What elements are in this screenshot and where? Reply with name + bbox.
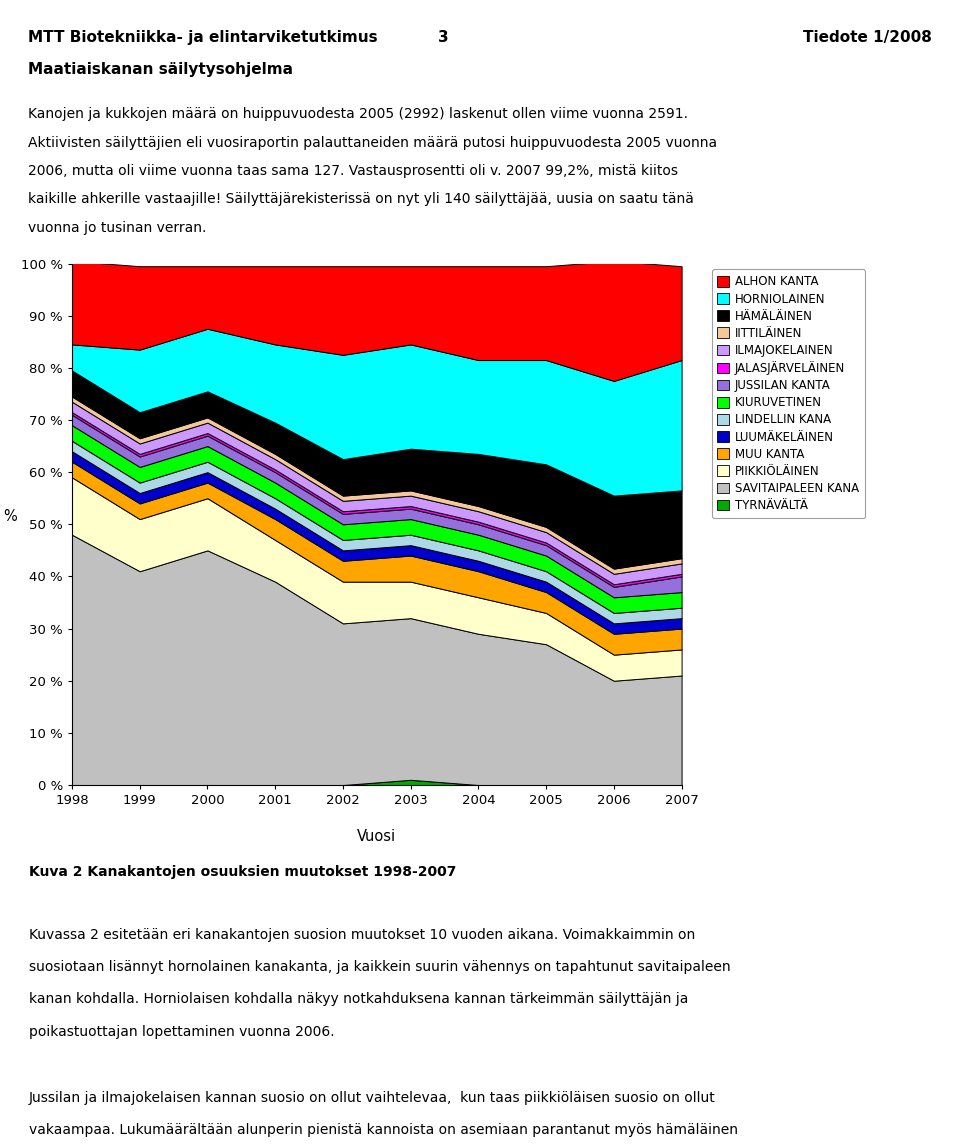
Text: vuonna jo tusinan verran.: vuonna jo tusinan verran. [28, 221, 206, 235]
Text: Kanojen ja kukkojen määrä on huippuvuodesta 2005 (2992) laskenut ollen viime vuo: Kanojen ja kukkojen määrä on huippuvuode… [28, 107, 688, 121]
Text: Kuvassa 2 esitetään eri kanakantojen suosion muutokset 10 vuoden aikana. Voimakk: Kuvassa 2 esitetään eri kanakantojen suo… [29, 928, 695, 942]
Text: vakaampaa. Lukumäärältään alunperin pienistä kannoista on asemiaan parantanut my: vakaampaa. Lukumäärältään alunperin pien… [29, 1123, 738, 1137]
Text: Jussilan ja ilmajokelaisen kannan suosio on ollut vaihtelevaa,  kun taas piikkiö: Jussilan ja ilmajokelaisen kannan suosio… [29, 1091, 715, 1105]
Text: 2006, mutta oli viime vuonna taas sama 127. Vastausprosentti oli v. 2007 99,2%, : 2006, mutta oli viime vuonna taas sama 1… [28, 164, 678, 178]
Text: Tiedote 1/2008: Tiedote 1/2008 [804, 30, 932, 45]
Legend: ALHON KANTA, HORNIOLAINEN, HÄMÄLÄINEN, IITTILÄINEN, ILMAJOKELAINEN, JALASJÄRVELÄ: ALHON KANTA, HORNIOLAINEN, HÄMÄLÄINEN, I… [711, 269, 865, 518]
Text: poikastuottajan lopettaminen vuonna 2006.: poikastuottajan lopettaminen vuonna 2006… [29, 1025, 334, 1038]
Text: MTT Biotekniikka- ja elintarviketutkimus: MTT Biotekniikka- ja elintarviketutkimus [28, 30, 377, 45]
Text: Aktiivisten säilyttäjien eli vuosiraportin palauttaneiden määrä putosi huippuvuo: Aktiivisten säilyttäjien eli vuosiraport… [28, 135, 717, 149]
Y-axis label: %: % [3, 509, 16, 524]
Text: Maatiaiskanan säilytysohjelma: Maatiaiskanan säilytysohjelma [28, 62, 293, 77]
Text: Kuva 2 Kanakantojen osuuksien muutokset 1998-2007: Kuva 2 Kanakantojen osuuksien muutokset … [29, 865, 456, 879]
Text: kaikille ahkerille vastaajille! Säilyttäjärekisterissä on nyt yli 140 säilyttäjä: kaikille ahkerille vastaajille! Säilyttä… [28, 193, 694, 206]
Text: kanan kohdalla. Horniolaisen kohdalla näkyy notkahduksena kannan tärkeimmän säil: kanan kohdalla. Horniolaisen kohdalla nä… [29, 992, 688, 1006]
Text: suosiotaan lisännyt hornolainen kanakanta, ja kaikkein suurin vähennys on tapaht: suosiotaan lisännyt hornolainen kanakant… [29, 960, 731, 974]
Text: Vuosi: Vuosi [357, 829, 396, 843]
Text: 3: 3 [438, 30, 448, 45]
